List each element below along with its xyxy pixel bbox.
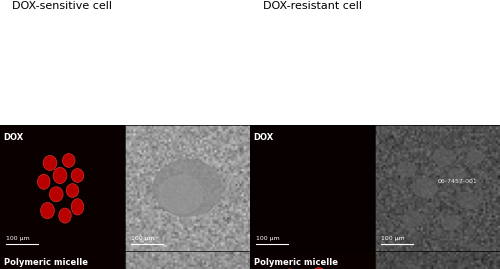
Ellipse shape (40, 203, 54, 219)
Ellipse shape (62, 154, 75, 167)
Ellipse shape (53, 167, 67, 184)
Ellipse shape (466, 150, 484, 164)
Ellipse shape (153, 160, 222, 216)
Ellipse shape (432, 148, 455, 165)
Ellipse shape (458, 192, 480, 209)
Ellipse shape (43, 155, 57, 171)
Text: 100 μm: 100 μm (256, 236, 280, 241)
Text: 100 μm: 100 μm (131, 236, 155, 241)
Text: DOX-sensitive cell: DOX-sensitive cell (12, 1, 112, 11)
Ellipse shape (311, 268, 326, 269)
Ellipse shape (396, 161, 416, 177)
Ellipse shape (72, 199, 84, 215)
Ellipse shape (66, 184, 79, 197)
Text: 06-7457-001: 06-7457-001 (438, 179, 477, 184)
Ellipse shape (402, 212, 422, 227)
Ellipse shape (442, 216, 459, 230)
Text: DOX: DOX (4, 133, 24, 142)
Ellipse shape (72, 169, 84, 182)
Text: DOX-resistant cell: DOX-resistant cell (263, 1, 362, 11)
Ellipse shape (412, 178, 438, 198)
Ellipse shape (50, 187, 63, 202)
Text: 100 μm: 100 μm (6, 236, 30, 241)
Ellipse shape (59, 208, 72, 223)
Text: Polymeric micelle: Polymeric micelle (4, 258, 88, 267)
Text: 100 μm: 100 μm (382, 236, 405, 241)
Text: DOX: DOX (254, 133, 274, 142)
Text: Polymeric micelle: Polymeric micelle (254, 258, 338, 267)
Ellipse shape (38, 174, 50, 189)
Ellipse shape (160, 175, 203, 213)
Ellipse shape (448, 168, 465, 183)
